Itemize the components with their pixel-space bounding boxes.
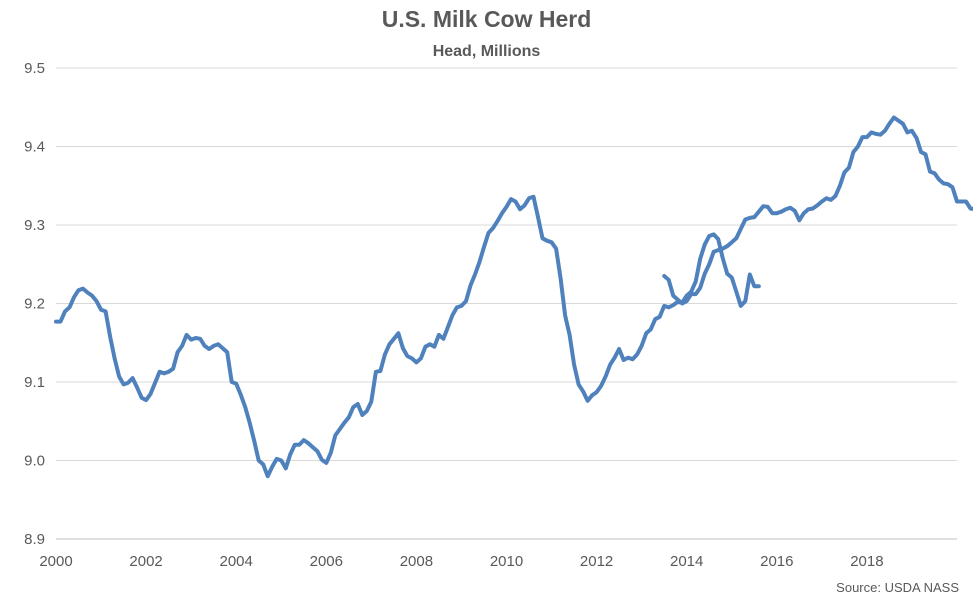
x-axis-tick-labels: 2000 2002 2004 2006 2008 2010 2012 2014 2016 2018 <box>39 553 883 570</box>
x-tick-label: 2016 <box>760 553 793 570</box>
x-tick-label: 2010 <box>490 553 523 570</box>
x-tick-label: 2008 <box>400 553 433 570</box>
y-tick-label: 8.9 <box>24 531 45 548</box>
y-tick-label: 9.3 <box>24 217 45 234</box>
chart-title: U.S. Milk Cow Herd <box>381 6 592 32</box>
source-note: Source: USDA NASS <box>836 580 959 595</box>
series-line-segment-2 <box>662 115 973 306</box>
x-tick-label: 2004 <box>220 553 253 570</box>
y-tick-label: 9.0 <box>24 453 45 470</box>
x-tick-label: 2000 <box>39 553 72 570</box>
y-tick-label: 9.1 <box>24 374 45 391</box>
x-tick-label: 2014 <box>670 553 703 570</box>
x-tick-label: 2018 <box>850 553 883 570</box>
y-tick-label: 9.5 <box>24 60 45 77</box>
y-tick-label: 9.2 <box>24 296 45 313</box>
y-tick-label: 9.4 <box>24 139 45 156</box>
x-tick-label: 2002 <box>129 553 162 570</box>
y-axis-tick-labels: 8.9 9.0 9.1 9.2 9.3 9.4 9.5 <box>24 60 45 548</box>
x-tick-label: 2006 <box>310 553 343 570</box>
x-tick-label: 2012 <box>580 553 613 570</box>
gridlines <box>56 67 957 540</box>
series-line-segment-1 <box>54 194 761 479</box>
series-lines <box>54 115 973 479</box>
chart-subtitle: Head, Millions <box>432 43 541 60</box>
